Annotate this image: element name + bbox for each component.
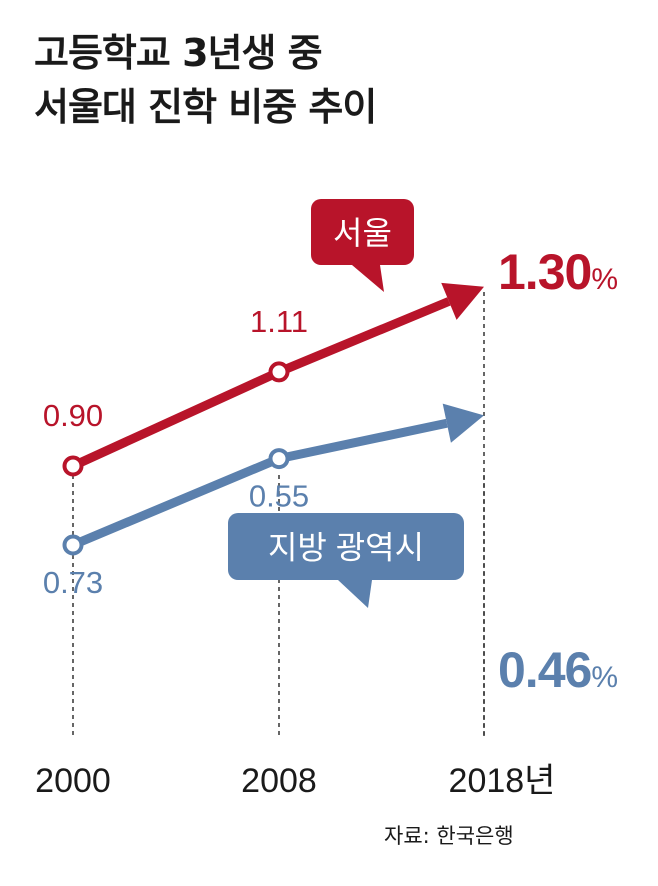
data-label-0-2008: 1.11 xyxy=(250,304,308,339)
legend-bubble-tail-1 xyxy=(338,580,372,608)
title-line-1: 고등학교 3년생 중 xyxy=(34,31,323,75)
source-note: 자료: 한국은행 xyxy=(384,824,514,848)
series-arrowhead-0 xyxy=(441,282,484,320)
data-point-0-2008 xyxy=(268,361,290,383)
data-label-1-2000: 0.73 xyxy=(43,565,103,600)
final-value-1: 0.46% xyxy=(498,642,617,698)
title-line-2: 서울대 진학 비중 추이 xyxy=(34,85,377,129)
final-value-unit-1: % xyxy=(591,661,617,694)
data-point-1-2008 xyxy=(268,448,290,470)
x-tick-label-2018: 2018년 xyxy=(449,762,556,800)
data-point-1-2000 xyxy=(62,534,84,556)
legend-bubble-1 xyxy=(228,513,464,580)
legend-bubble-0 xyxy=(311,199,414,265)
legend-label-0: 서울 xyxy=(333,215,392,251)
data-label-1-2008: 0.55 xyxy=(249,479,309,514)
series-arrowhead-1 xyxy=(442,403,484,443)
legend-bubble-tail-0 xyxy=(352,265,384,292)
x-tick-label-2008: 2008 xyxy=(241,762,317,800)
chart-title: 고등학교 3년생 중 서울대 진학 비중 추이 xyxy=(34,26,377,134)
data-point-0-2000 xyxy=(62,455,84,477)
x-tick-label-2000: 2000 xyxy=(35,762,111,800)
final-value-0: 1.30% xyxy=(498,244,617,300)
legend-label-1: 지방 광역시 xyxy=(268,530,424,566)
final-value-unit-0: % xyxy=(591,263,617,296)
data-label-0-2000: 0.90 xyxy=(43,398,103,433)
